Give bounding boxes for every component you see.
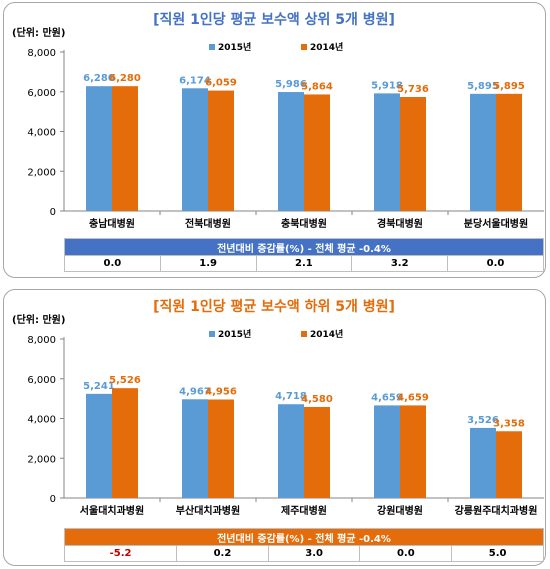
top-chart-panel: [직원 1인당 평균 보수액 상위 5개 병원] (단위: 만원) 2015년 201… bbox=[3, 2, 546, 278]
legend-label: 2015년 bbox=[218, 328, 251, 340]
data-label: 5,241 bbox=[83, 381, 115, 392]
legend-label: 2014년 bbox=[310, 41, 343, 53]
chart-title: [직원 1인당 평균 보수액 하위 5개 병원] bbox=[153, 298, 395, 315]
category-label: 충남대병원 bbox=[89, 217, 135, 230]
data-label: 5,736 bbox=[397, 84, 429, 95]
data-label: 3,526 bbox=[467, 415, 499, 426]
table-cell: 0.2 bbox=[176, 545, 269, 562]
category-label: 서울대치과병원 bbox=[80, 504, 144, 517]
bar bbox=[304, 94, 330, 211]
y-tick-label: 8,000 bbox=[27, 48, 56, 59]
top-change-table: 전년대비 증감률(%) - 전체 평균 -0.4% 0.0 1.9 2.1 3.… bbox=[64, 238, 544, 272]
data-label: 5,986 bbox=[275, 79, 307, 90]
category-label: 강원대병원 bbox=[377, 504, 423, 517]
y-tick-label: 4,000 bbox=[27, 415, 56, 426]
category-label: 제주대병원 bbox=[281, 504, 327, 517]
unit-label: (단위: 만원) bbox=[12, 313, 65, 326]
legend-swatch bbox=[209, 44, 215, 50]
unit-label: (단위: 만원) bbox=[12, 26, 65, 39]
table-cell: 3.2 bbox=[351, 255, 449, 272]
bar bbox=[112, 388, 138, 498]
data-label: 4,659 bbox=[397, 392, 429, 403]
bar bbox=[470, 93, 496, 211]
legend-swatch bbox=[301, 44, 307, 50]
table-cell: 0.0 bbox=[359, 545, 453, 562]
category-label: 경북대병원 bbox=[377, 217, 423, 230]
y-tick-label: 0 bbox=[50, 207, 56, 218]
data-label: 6,280 bbox=[83, 73, 115, 84]
category-label: 전북대병원 bbox=[185, 217, 231, 230]
data-label: 6,174 bbox=[179, 75, 211, 86]
legend-swatch bbox=[301, 331, 307, 337]
category-label: 분당서울대병원 bbox=[464, 217, 528, 230]
bar bbox=[208, 399, 234, 498]
data-label: 6,280 bbox=[109, 73, 141, 84]
data-label: 4,967 bbox=[179, 386, 211, 397]
y-tick-label: 4,000 bbox=[27, 128, 56, 139]
table-cell: 0.0 bbox=[447, 255, 544, 272]
legend-label: 2014년 bbox=[310, 328, 343, 340]
table-cell: 2.1 bbox=[255, 255, 353, 272]
category-label: 강릉원주대치과병원 bbox=[455, 504, 538, 517]
category-label: 충북대병원 bbox=[281, 217, 327, 230]
table-cell: 0.0 bbox=[64, 255, 161, 272]
bar bbox=[182, 88, 208, 211]
table-cell: 5.0 bbox=[451, 545, 544, 562]
data-label: 5,526 bbox=[109, 375, 141, 386]
data-label: 4,956 bbox=[205, 386, 237, 397]
bar bbox=[374, 93, 400, 211]
table-cell: -5.2 bbox=[63, 545, 178, 562]
y-tick-label: 6,000 bbox=[27, 88, 56, 99]
bar bbox=[278, 92, 304, 211]
y-tick-label: 8,000 bbox=[27, 335, 56, 346]
bottom-change-table: 전년대비 증감률(%) - 전체 평균 -0.4% -5.2 0.2 3.0 0… bbox=[63, 528, 544, 562]
table-cell: 3.0 bbox=[267, 545, 361, 562]
table-header: 전년대비 증감률(%) - 전체 평균 -0.4% bbox=[64, 528, 544, 546]
data-label: 4,580 bbox=[301, 394, 333, 405]
bar bbox=[400, 96, 426, 211]
data-label: 5,895 bbox=[467, 81, 499, 92]
bar bbox=[470, 427, 496, 498]
bar bbox=[400, 405, 426, 498]
category-label: 부산대치과병원 bbox=[176, 504, 240, 517]
data-label: 3,358 bbox=[493, 418, 525, 429]
bar bbox=[112, 86, 138, 211]
y-tick-label: 2,000 bbox=[27, 167, 56, 178]
bar bbox=[304, 406, 330, 498]
y-tick-label: 6,000 bbox=[27, 375, 56, 386]
bottom-chart-panel: [직원 1인당 평균 보수액 하위 5개 병원] (단위: 만원) 2015년 201… bbox=[3, 289, 546, 566]
legend-label: 2015년 bbox=[218, 41, 251, 53]
data-label: 5,918 bbox=[371, 80, 403, 91]
bar bbox=[208, 90, 234, 211]
table-header: 전년대비 증감률(%) - 전체 평균 -0.4% bbox=[64, 238, 544, 256]
data-label: 4,659 bbox=[371, 392, 403, 403]
table-cell: 1.9 bbox=[159, 255, 257, 272]
data-label: 4,718 bbox=[275, 391, 307, 402]
bar bbox=[278, 404, 304, 498]
y-tick-label: 2,000 bbox=[27, 454, 56, 465]
bar bbox=[86, 393, 112, 498]
data-label: 5,864 bbox=[301, 81, 333, 92]
bar bbox=[374, 405, 400, 498]
bar bbox=[182, 399, 208, 498]
data-label: 5,895 bbox=[493, 81, 525, 92]
bar bbox=[496, 431, 522, 498]
bar bbox=[496, 93, 522, 211]
bottom-chart: [직원 1인당 평균 보수액 하위 5개 병원] (단위: 만원) 2015년 201… bbox=[12, 298, 544, 517]
bar bbox=[86, 86, 112, 211]
chart-title: [직원 1인당 평균 보수액 상위 5개 병원] bbox=[153, 11, 395, 28]
data-label: 6,059 bbox=[205, 78, 237, 89]
top-chart: [직원 1인당 평균 보수액 상위 5개 병원] (단위: 만원) 2015년 201… bbox=[12, 11, 544, 230]
y-tick-label: 0 bbox=[50, 494, 56, 505]
legend-swatch bbox=[209, 331, 215, 337]
